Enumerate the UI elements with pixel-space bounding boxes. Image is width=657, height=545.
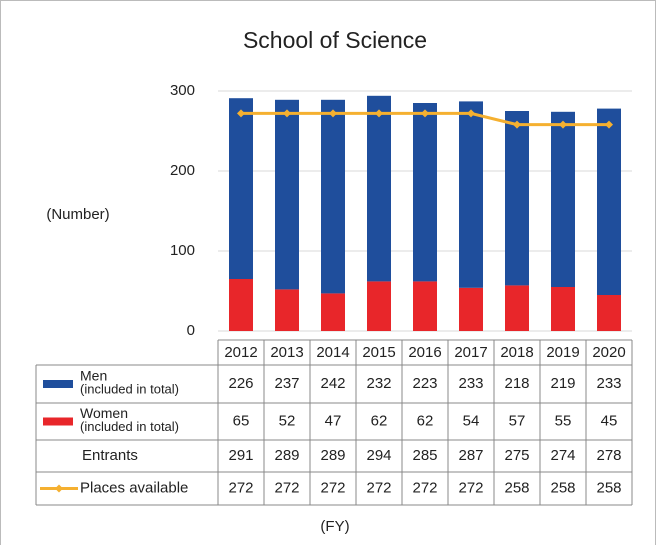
table-cell: 232 xyxy=(366,375,391,392)
legend-label: Women xyxy=(80,405,128,421)
bar xyxy=(229,279,253,331)
table-cell: 294 xyxy=(366,447,391,464)
bar xyxy=(367,95,391,282)
table-cell: 218 xyxy=(504,375,529,392)
chart-title: School of Science xyxy=(243,27,427,53)
x-tick-label: 2016 xyxy=(408,344,441,361)
x-tick-label: 2013 xyxy=(270,344,303,361)
line-marker xyxy=(559,120,567,129)
bar xyxy=(321,293,345,331)
table-cell: 272 xyxy=(320,479,345,496)
line-marker xyxy=(605,120,613,129)
table-cell: 54 xyxy=(463,412,480,429)
bar xyxy=(321,99,345,294)
bar xyxy=(275,99,299,290)
table-cell: 258 xyxy=(504,479,529,496)
y-tick-label: 0 xyxy=(187,322,195,339)
x-tick-label: 2015 xyxy=(362,344,395,361)
bar xyxy=(459,287,483,331)
table-cell: 272 xyxy=(366,479,391,496)
table-cell: 272 xyxy=(458,479,483,496)
table-cell: 275 xyxy=(504,447,529,464)
table-cell: 289 xyxy=(320,447,345,464)
x-axis-label: (FY) xyxy=(320,518,349,535)
bar xyxy=(505,111,529,286)
table-cell: 62 xyxy=(417,412,434,429)
bar xyxy=(597,295,621,331)
table-cell: 65 xyxy=(233,412,250,429)
table-cell: 223 xyxy=(412,375,437,392)
y-tick-label: 100 xyxy=(170,242,195,259)
table-cell: 289 xyxy=(274,447,299,464)
table-cell: 45 xyxy=(601,412,618,429)
x-tick-label: 2012 xyxy=(224,344,257,361)
y-tick-label: 300 xyxy=(170,82,195,99)
table-cell: 274 xyxy=(550,447,575,464)
table-cell: 219 xyxy=(550,375,575,392)
table-cell: 47 xyxy=(325,412,342,429)
bar xyxy=(229,98,253,279)
bar xyxy=(367,281,391,331)
table-cell: 272 xyxy=(412,479,437,496)
table-cell: 226 xyxy=(228,375,253,392)
line-marker xyxy=(513,120,521,129)
legend-label: Men xyxy=(80,368,107,384)
bar xyxy=(505,285,529,331)
x-tick-label: 2014 xyxy=(316,344,349,361)
line-marker xyxy=(283,109,291,118)
bar xyxy=(551,111,575,287)
y-axis-label: (Number) xyxy=(46,206,109,223)
table-cell: 285 xyxy=(412,447,437,464)
table-cell: 291 xyxy=(228,447,253,464)
legend-swatch xyxy=(43,380,73,388)
table-cell: 287 xyxy=(458,447,483,464)
table-cell: 258 xyxy=(596,479,621,496)
table-cell: 233 xyxy=(596,375,621,392)
legend-label: Entrants xyxy=(82,447,138,464)
table-cell: 62 xyxy=(371,412,388,429)
line-marker xyxy=(237,109,245,118)
x-tick-label: 2018 xyxy=(500,344,533,361)
legend-label: Places available xyxy=(80,479,188,496)
table-cell: 233 xyxy=(458,375,483,392)
x-tick-label: 2020 xyxy=(592,344,625,361)
bar xyxy=(413,281,437,331)
bar xyxy=(459,101,483,288)
line-marker xyxy=(467,109,475,118)
x-tick-label: 2019 xyxy=(546,344,579,361)
bar xyxy=(551,287,575,331)
legend-note: (included in total) xyxy=(80,419,179,434)
table-cell: 272 xyxy=(228,479,253,496)
line-marker xyxy=(329,109,337,118)
legend-note: (included in total) xyxy=(80,381,179,396)
line-marker xyxy=(421,109,429,118)
bar xyxy=(275,289,299,331)
table-cell: 55 xyxy=(555,412,572,429)
table-cell: 258 xyxy=(550,479,575,496)
table-cell: 237 xyxy=(274,375,299,392)
table-cell: 57 xyxy=(509,412,526,429)
table-cell: 272 xyxy=(274,479,299,496)
x-tick-label: 2017 xyxy=(454,344,487,361)
table-cell: 52 xyxy=(279,412,296,429)
table-cell: 278 xyxy=(596,447,621,464)
table-cell: 242 xyxy=(320,375,345,392)
line-marker xyxy=(375,109,383,118)
bar xyxy=(597,108,621,295)
line-marker xyxy=(55,484,63,493)
y-tick-label: 200 xyxy=(170,162,195,179)
legend-swatch xyxy=(43,417,73,426)
bar xyxy=(413,103,437,282)
